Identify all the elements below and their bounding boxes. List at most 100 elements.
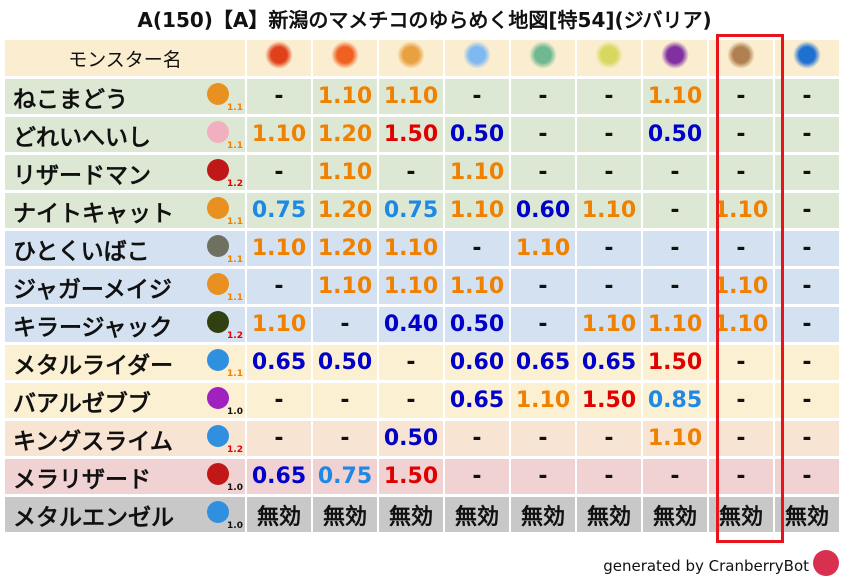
dragon-icon bbox=[207, 159, 229, 181]
monster-name: ジャガーメイジ bbox=[13, 276, 172, 303]
table-row: メタルエンゼル 1.0 無効 無効 無効 無効 無効 無効 無効 無効 無効 bbox=[5, 497, 839, 532]
monster-name: ねこまどう bbox=[13, 86, 128, 113]
bagi-wind-icon bbox=[529, 41, 557, 69]
scale-value: 1.1 bbox=[227, 141, 243, 151]
scale-value: 1.1 bbox=[227, 369, 243, 379]
paw-icon bbox=[207, 197, 229, 219]
resistance-cell: 0.60 bbox=[511, 193, 575, 228]
table-row: ひとくいばこ 1.1 1.10 1.20 1.10-1.10- - - - bbox=[5, 231, 839, 266]
table-row: メタルライダー 1.1 0.65 0.50-0.60 0.65 0.65 1.50- - bbox=[5, 345, 839, 380]
element-header bbox=[643, 40, 707, 76]
resistance-cell: - bbox=[643, 231, 707, 266]
resistance-cell: 1.10 bbox=[313, 155, 377, 190]
resistance-cell: - bbox=[775, 459, 839, 494]
element-header bbox=[511, 40, 575, 76]
scale-value: 1.2 bbox=[227, 331, 243, 341]
scale-value: 1.0 bbox=[227, 483, 243, 493]
resistance-cell: 無効 bbox=[577, 497, 641, 532]
resistance-cell: - bbox=[577, 459, 641, 494]
resistance-cell: 無効 bbox=[709, 497, 773, 532]
element-header bbox=[313, 40, 377, 76]
resistance-cell: 1.50 bbox=[379, 459, 443, 494]
resistance-cell: - bbox=[511, 269, 575, 304]
trident-icon bbox=[207, 387, 229, 409]
table-row: キングスライム 1.2- -0.50- - -1.10- - bbox=[5, 421, 839, 456]
resistance-cell: - bbox=[643, 269, 707, 304]
table-row: メラリザード 1.0 0.65 0.75 1.50- - - - - - bbox=[5, 459, 839, 494]
resistance-cell: 1.10 bbox=[379, 269, 443, 304]
monster-name: ナイトキャット bbox=[13, 200, 174, 227]
resistance-cell: - bbox=[775, 307, 839, 342]
resistance-cell: 1.10 bbox=[247, 231, 311, 266]
resistance-cell: 1.50 bbox=[577, 383, 641, 418]
resistance-cell: 1.10 bbox=[379, 231, 443, 266]
resistance-cell: 1.10 bbox=[445, 269, 509, 304]
resistance-cell: 0.65 bbox=[577, 345, 641, 380]
monster-name: キングスライム bbox=[13, 428, 173, 455]
resistance-cell: 0.50 bbox=[643, 117, 707, 152]
resistance-cell: - bbox=[643, 459, 707, 494]
resistance-cell: 0.50 bbox=[313, 345, 377, 380]
resistance-cell: 1.10 bbox=[379, 79, 443, 114]
resistance-cell: 1.20 bbox=[313, 193, 377, 228]
resistance-cell: 1.10 bbox=[709, 193, 773, 228]
monster-name: メタルエンゼル bbox=[13, 504, 174, 531]
scale-value: 1.1 bbox=[227, 217, 243, 227]
element-header bbox=[247, 40, 311, 76]
resistance-cell: - bbox=[445, 421, 509, 456]
hyado-ice-icon bbox=[463, 41, 491, 69]
resistance-cell: - bbox=[511, 421, 575, 456]
resistance-cell: 無効 bbox=[643, 497, 707, 532]
skull-icon bbox=[207, 121, 229, 143]
dragon-icon bbox=[207, 463, 229, 485]
resistance-cell: 1.10 bbox=[709, 269, 773, 304]
mera-fire-icon bbox=[265, 41, 293, 69]
resistance-cell: - bbox=[247, 155, 311, 190]
resistance-cell: - bbox=[313, 383, 377, 418]
resistance-cell: - bbox=[577, 269, 641, 304]
resistance-cell: 1.50 bbox=[643, 345, 707, 380]
resistance-cell: 無効 bbox=[775, 497, 839, 532]
jibaria-earth-icon bbox=[727, 41, 755, 69]
header-row: モンスター名 bbox=[5, 40, 839, 76]
element-header bbox=[577, 40, 641, 76]
resistance-cell: 1.10 bbox=[247, 117, 311, 152]
resistance-cell: - bbox=[775, 345, 839, 380]
resistance-table: モンスター名 ねこまどう 1.1-1.10 1.10- - -1.10- - どれいへいし 1.… bbox=[3, 37, 841, 535]
slime-green-icon bbox=[207, 311, 229, 333]
resistance-cell: 0.65 bbox=[511, 345, 575, 380]
resistance-cell: 1.10 bbox=[643, 79, 707, 114]
resistance-cell: 0.50 bbox=[379, 421, 443, 456]
resistance-cell: - bbox=[313, 307, 377, 342]
resistance-cell: 0.75 bbox=[247, 193, 311, 228]
resistance-cell: - bbox=[511, 117, 575, 152]
table-row: リザードマン 1.2-1.10-1.10- - - - - bbox=[5, 155, 839, 190]
resistance-cell: - bbox=[643, 155, 707, 190]
resistance-cell: - bbox=[775, 269, 839, 304]
table-row: バアルゼブブ 1.0- - -0.65 1.10 1.50 0.85- - bbox=[5, 383, 839, 418]
resistance-cell: 1.10 bbox=[511, 231, 575, 266]
name-header: モンスター名 bbox=[5, 40, 245, 76]
table-row: ジャガーメイジ 1.1-1.10 1.10 1.10- - -1.10- bbox=[5, 269, 839, 304]
resistance-cell: - bbox=[577, 117, 641, 152]
resistance-cell: - bbox=[643, 193, 707, 228]
resistance-cell: 1.10 bbox=[313, 269, 377, 304]
resistance-cell: 1.10 bbox=[445, 155, 509, 190]
monster-name: リザードマン bbox=[13, 162, 151, 189]
resistance-cell: - bbox=[445, 79, 509, 114]
slime-icon bbox=[207, 501, 229, 523]
scale-value: 1.2 bbox=[227, 445, 243, 455]
resistance-cell: - bbox=[775, 421, 839, 456]
resistance-cell: - bbox=[775, 155, 839, 190]
resistance-cell: 0.65 bbox=[445, 383, 509, 418]
resistance-cell: 1.50 bbox=[379, 117, 443, 152]
resistance-cell: - bbox=[709, 383, 773, 418]
resistance-cell: 0.50 bbox=[445, 117, 509, 152]
element-header bbox=[379, 40, 443, 76]
resistance-cell: - bbox=[511, 307, 575, 342]
resistance-cell: 0.60 bbox=[445, 345, 509, 380]
scale-value: 1.0 bbox=[227, 407, 243, 417]
scale-value: 1.1 bbox=[227, 255, 243, 265]
io-explosion-icon bbox=[397, 41, 425, 69]
resistance-cell: 無効 bbox=[247, 497, 311, 532]
